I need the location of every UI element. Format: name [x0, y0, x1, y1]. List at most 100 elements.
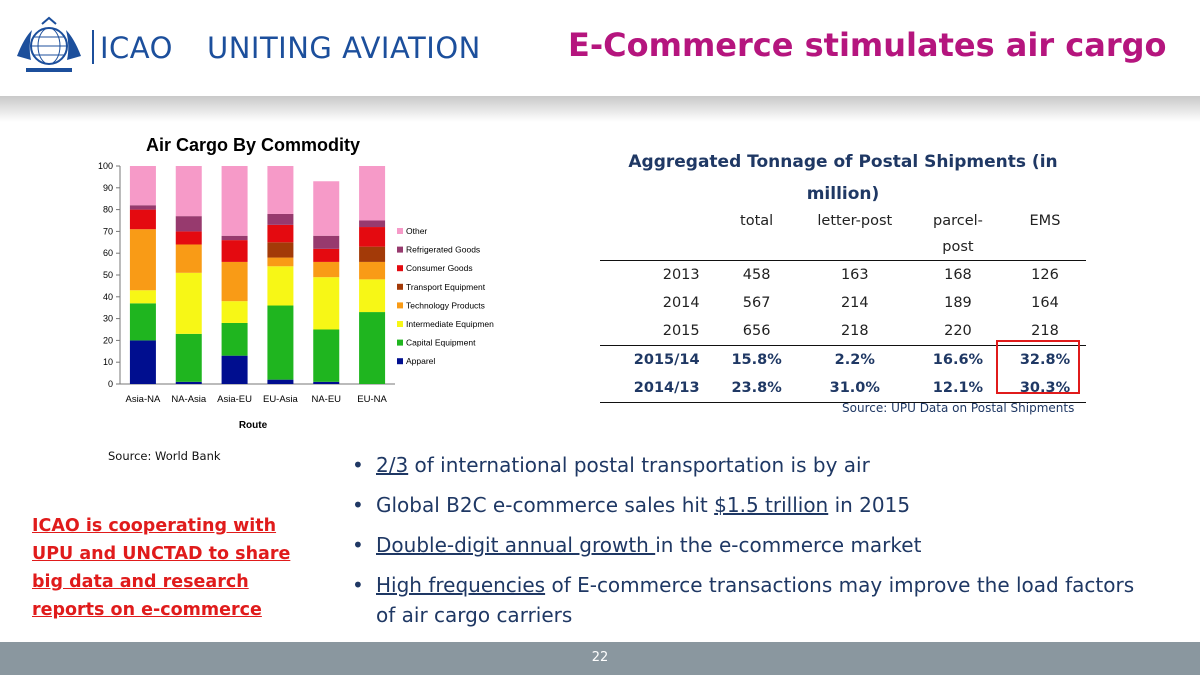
bar-segment — [221, 166, 248, 236]
y-tick-label: 30 — [103, 314, 113, 324]
legend-swatch — [397, 339, 403, 346]
row-label: 2015 — [662, 323, 700, 339]
bullet-highlight: 2/3 — [376, 453, 409, 477]
bullet-text: of E-commerce transactions may improve t… — [376, 573, 1135, 627]
table-row: 2014 567 214 189 164 — [600, 289, 1086, 317]
slide-title: E-Commerce stimulates air cargo — [568, 26, 1167, 64]
cell: 656 — [742, 323, 771, 339]
bar-segment — [267, 224, 294, 243]
cell: 16.6% — [911, 345, 1004, 374]
cell: 164 — [1031, 295, 1059, 311]
bar-segment — [313, 261, 340, 278]
list-item: • Global B2C e-commerce sales hit $1.5 tr… — [352, 490, 1142, 520]
y-tick-label: 40 — [103, 292, 113, 302]
bar-segment — [129, 303, 156, 341]
y-tick-label: 0 — [108, 379, 113, 389]
postal-table: total letter-post parcel-post EMS 2013 4… — [600, 208, 1086, 403]
y-tick-label: 10 — [103, 357, 113, 367]
col-header-parcel-post: parcel-post — [932, 213, 983, 255]
bullet-text: of international postal transportation i… — [408, 453, 870, 477]
legend-label: Transport Equipment — [406, 282, 486, 292]
bullet-highlight: High frequencies — [376, 573, 546, 597]
x-axis-label: Route — [239, 420, 268, 431]
bullet-dot-icon: • — [352, 493, 364, 517]
x-tick-label: Asia-NA — [125, 394, 161, 405]
brand-divider — [92, 30, 94, 64]
bar-segment — [221, 261, 248, 302]
bullet-dot-icon: • — [352, 533, 364, 557]
bar-segment — [267, 213, 294, 225]
postal-table-corner — [600, 208, 716, 261]
legend-label: Capital Equipment — [406, 338, 476, 348]
legend-label: Technology Products — [406, 300, 485, 310]
ems-highlight-box — [996, 340, 1080, 394]
cell: 2.2% — [797, 345, 912, 374]
cell: 15.8% — [715, 345, 798, 374]
legend-swatch — [397, 246, 403, 253]
bullet-dot-icon: • — [352, 453, 364, 477]
legend-label: Other — [406, 226, 427, 236]
bar-segment — [313, 248, 340, 262]
bar-segment — [359, 166, 386, 221]
x-tick-label: EU-Asia — [263, 394, 299, 405]
bar-segment — [221, 355, 248, 384]
bullet-pre: Global B2C e-commerce sales hit — [376, 493, 715, 517]
y-tick-label: 80 — [103, 205, 113, 215]
bar-segment — [129, 340, 156, 384]
list-item: • High frequencies of E-commerce transact… — [352, 570, 1142, 630]
cell: 23.8% — [715, 374, 798, 403]
list-item: • 2/3 of international postal transportat… — [352, 450, 1142, 480]
bar-segment — [313, 329, 340, 382]
brand-org: ICAO — [100, 31, 173, 65]
row-label: 2015/14 — [600, 345, 716, 374]
air-cargo-chart: Air Cargo By Commodity 0 10 20 30 40 50 60 70 80 9… — [98, 135, 494, 431]
y-tick-label: 100 — [98, 161, 113, 171]
bar-segment — [175, 231, 202, 245]
y-tick-label: 20 — [103, 335, 113, 345]
legend-label: Consumer Goods — [406, 263, 473, 273]
chart-source: Source: World Bank — [108, 449, 221, 463]
legend-label: Refrigerated Goods — [406, 245, 480, 255]
brand-wordmark: ICAO UNITING AVIATION — [92, 30, 481, 65]
y-tick-label: 90 — [103, 183, 113, 193]
slide-footer — [0, 642, 1200, 675]
bar-segment — [221, 322, 248, 356]
bar-segment — [221, 301, 248, 323]
legend-swatch — [397, 228, 403, 234]
cell: 220 — [944, 323, 972, 339]
table-row-growth: 2015/14 15.8% 2.2% 16.6% 32.8% — [600, 345, 1086, 374]
cell: 214 — [840, 295, 869, 311]
cell: 32.8% — [1003, 345, 1086, 374]
x-tick-label: EU-NA — [357, 394, 387, 405]
cell: 168 — [911, 260, 1004, 289]
cell: 31.0% — [797, 374, 912, 403]
x-tick-label: NA-Asia — [171, 394, 207, 405]
y-tick-label: 60 — [103, 248, 113, 258]
bar-segment — [267, 242, 294, 258]
cell: 218 — [840, 323, 869, 339]
legend-label: Intermediate Equipmen — [406, 319, 494, 329]
cooperation-note: ICAO is cooperating with UPU and UNCTAD … — [32, 516, 291, 620]
bar-segment — [267, 166, 294, 214]
legend-swatch — [397, 283, 403, 290]
legend-label: Apparel — [406, 356, 435, 366]
bullet-text: in the e-commerce market — [655, 533, 922, 557]
cell: 163 — [797, 260, 912, 289]
bar-segment — [175, 166, 202, 217]
cell: 567 — [742, 295, 771, 311]
postal-table-source: Source: UPU Data on Postal Shipments — [842, 401, 1075, 415]
y-tick-label: 70 — [103, 226, 113, 236]
y-tick-label: 50 — [103, 270, 113, 280]
chart-title: Air Cargo By Commodity — [146, 135, 360, 155]
table-row-growth: 2014/13 23.8% 31.0% 12.1% 30.3% — [600, 374, 1086, 403]
bar-segment — [267, 379, 294, 384]
page-number: 22 — [591, 650, 609, 665]
col-header-ems: EMS — [1029, 213, 1061, 229]
bar-segment — [359, 312, 386, 384]
legend-swatch — [397, 358, 403, 365]
bar-segment — [267, 305, 294, 380]
bullet-text: in 2015 — [828, 493, 911, 517]
bar-segment — [175, 333, 202, 382]
legend-swatch — [397, 321, 403, 327]
bar-segment — [313, 277, 340, 330]
